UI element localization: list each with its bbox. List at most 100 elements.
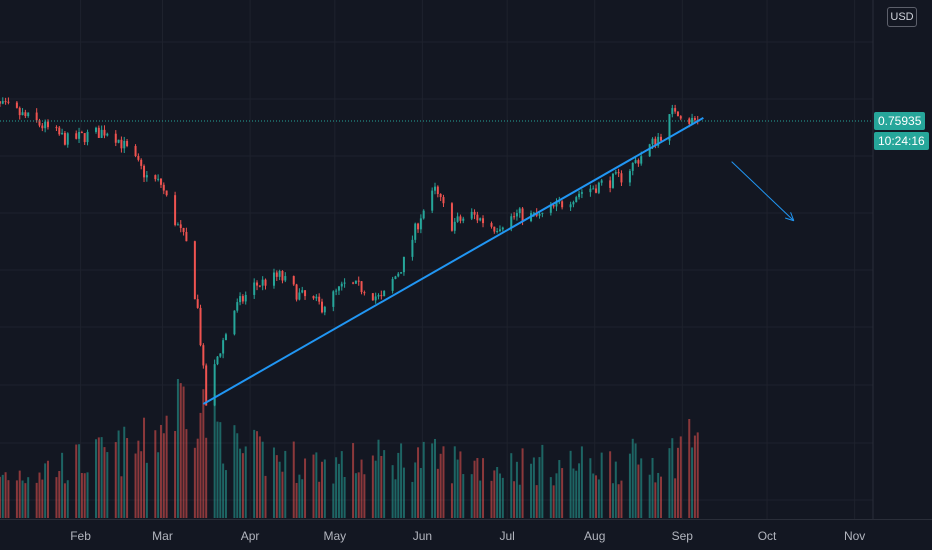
candle-body (561, 201, 564, 208)
volume-bar (360, 459, 363, 518)
volume-bar (578, 463, 581, 518)
volume-bar (123, 426, 126, 518)
candle-body (216, 356, 219, 365)
volume-bars (0, 379, 699, 518)
volume-bar (679, 436, 682, 518)
candle-body (657, 136, 660, 146)
candle-body (7, 101, 10, 103)
volume-bar (592, 473, 595, 518)
volume-bar (383, 450, 386, 518)
volume-bar (145, 462, 148, 518)
candle-body (165, 190, 168, 196)
volume-bar (634, 443, 637, 518)
volume-bar (572, 468, 575, 518)
candle-body (575, 197, 578, 203)
volume-bar (473, 460, 476, 518)
candle-body (123, 141, 126, 149)
candle-body (470, 211, 473, 219)
candle-body (397, 273, 400, 277)
candle-body (450, 203, 453, 231)
volume-bar (521, 448, 524, 518)
candle-body (304, 290, 307, 297)
candle-body (453, 221, 456, 231)
candle-body (597, 182, 600, 193)
candle-body (318, 296, 321, 302)
candle-body (275, 272, 278, 277)
volume-bar (580, 446, 583, 518)
x-tick-label: Jul (499, 529, 514, 543)
candle-body (41, 125, 44, 129)
volume-bar (411, 481, 414, 518)
volume-bar (176, 379, 179, 518)
volume-bar (126, 438, 129, 518)
arrow-shaft (731, 161, 795, 222)
candle-body (284, 276, 287, 281)
volume-bar (281, 471, 284, 518)
candle-body (272, 272, 275, 286)
candle-body (693, 117, 696, 121)
volume-bar (518, 484, 521, 518)
volume-bar (459, 451, 462, 518)
candle-body (38, 120, 41, 126)
volume-bar (400, 443, 403, 518)
candle-body (78, 132, 81, 139)
candle-body (600, 180, 603, 183)
candle-body (456, 216, 459, 222)
candle-body (224, 334, 227, 341)
volume-bar (501, 477, 504, 518)
volume-bar (555, 473, 558, 518)
candle-body (321, 301, 323, 313)
volume-bar (7, 480, 10, 518)
volume-bar (55, 477, 58, 518)
volume-bar (352, 443, 355, 518)
volume-bar (332, 483, 335, 518)
candle-body (292, 276, 295, 285)
candle-body (278, 271, 281, 277)
volume-bar (278, 461, 281, 518)
candle-body (549, 205, 552, 213)
candle-body (66, 133, 69, 145)
candle-body (476, 214, 479, 221)
candle-body (434, 186, 436, 191)
candle-body (595, 188, 598, 193)
candle-body (422, 210, 425, 219)
candle-body (482, 218, 485, 224)
candle-body (462, 218, 465, 221)
candle-body (222, 340, 225, 354)
volume-bar (558, 460, 561, 518)
volume-bar (61, 452, 64, 518)
candle-body (578, 193, 581, 198)
trendline[interactable] (202, 116, 704, 405)
volume-bar (315, 452, 318, 518)
volume-bar (157, 452, 160, 518)
arrow-annotation[interactable] (731, 161, 795, 222)
candle-body (640, 156, 643, 164)
volume-bar (219, 422, 222, 518)
candle-body (371, 293, 374, 301)
candle-body (614, 172, 617, 174)
candle-body (411, 239, 414, 257)
candle-body (219, 353, 222, 357)
volume-bar (137, 440, 140, 518)
candle-body (671, 108, 674, 115)
x-tick-label: Mar (152, 529, 173, 543)
volume-bar (436, 468, 439, 518)
volume-bar (46, 460, 49, 518)
candle-body (58, 127, 61, 135)
volume-bar (637, 464, 640, 518)
currency-button[interactable]: USD (887, 7, 917, 27)
candle-body (580, 192, 583, 194)
volume-bar (453, 446, 456, 518)
volume-bar (292, 441, 295, 518)
candle-body (63, 132, 66, 145)
volume-bar (174, 431, 177, 518)
volume-bar (617, 484, 620, 518)
candle-body (332, 291, 335, 307)
candle-body (572, 202, 575, 205)
candle-body (193, 241, 196, 300)
volume-bar (538, 457, 541, 518)
last-price-badge: 0.75935 (874, 112, 926, 130)
volume-bar (258, 436, 261, 518)
candle-body (239, 296, 242, 303)
